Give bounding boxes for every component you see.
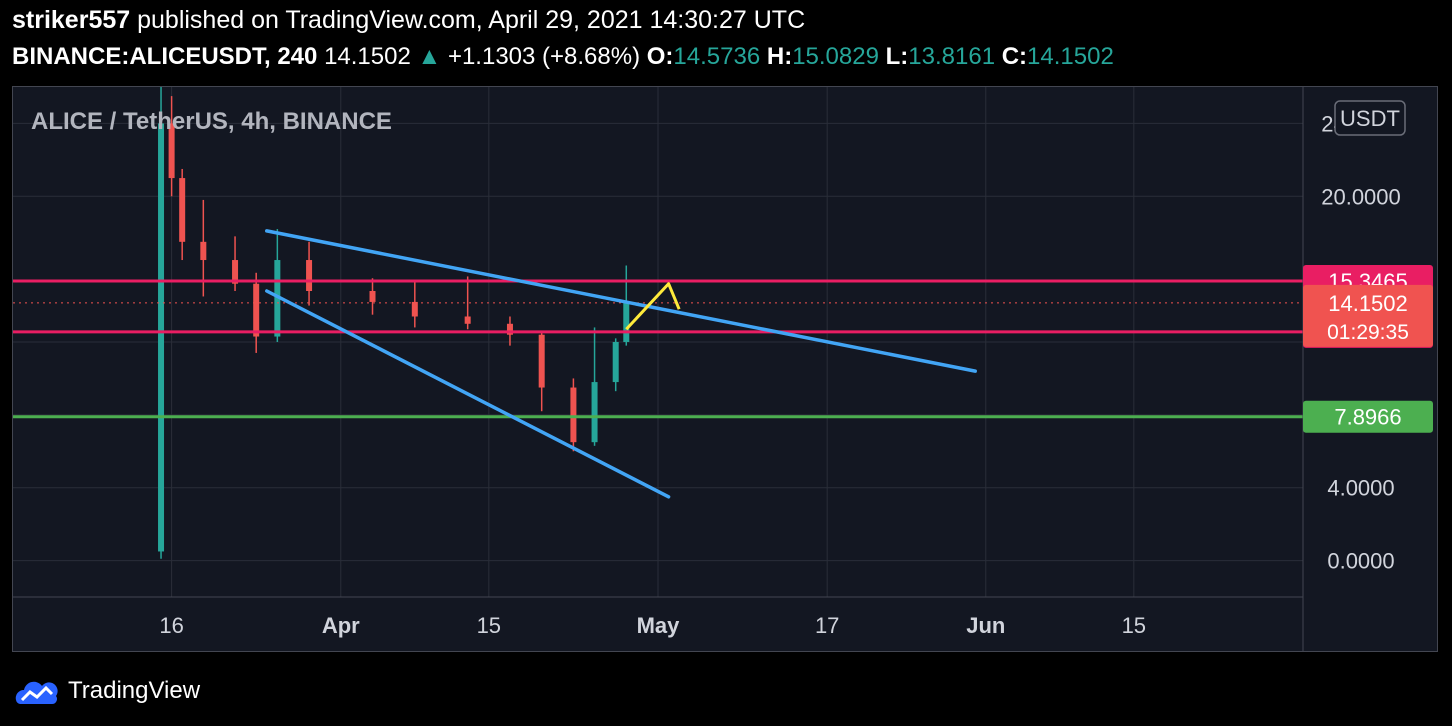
- trendline: [265, 229, 977, 373]
- publish-info: striker557 published on TradingView.com,…: [12, 6, 805, 35]
- price-tick-label: 20.0000: [1321, 184, 1401, 209]
- level-price-label-bg: [1303, 400, 1433, 433]
- candle-body: [411, 301, 418, 317]
- up-triangle-icon: ▲: [417, 43, 442, 70]
- time-tick-label: 15: [1122, 613, 1146, 638]
- author-name[interactable]: striker557: [12, 6, 131, 34]
- currency-label[interactable]: USDT: [1340, 106, 1400, 131]
- time-tick-label: 15: [477, 613, 501, 638]
- chart-title: ALICE / TetherUS, 4h, BINANCE: [31, 108, 392, 135]
- time-tick-label: Apr: [322, 613, 360, 638]
- grid: [13, 87, 1303, 597]
- candle-body: [200, 241, 207, 261]
- time-axis: 16 Apr 15 May 17 Jun 15: [159, 613, 1146, 638]
- brand-name[interactable]: TradingView: [68, 677, 201, 704]
- bar-countdown-label: 01:29:35: [1327, 321, 1409, 344]
- candle-body: [570, 387, 577, 443]
- tradingview-logo-icon: [15, 681, 58, 704]
- published-text: published on TradingView.com, April 29, …: [137, 6, 806, 34]
- price-tick-label: 4.0000: [1327, 476, 1394, 501]
- close-value: 14.1502: [1027, 43, 1114, 70]
- candle-body: [306, 260, 313, 291]
- trendlines: [265, 229, 977, 499]
- high-label: H:: [766, 43, 793, 70]
- time-tick-label: May: [637, 613, 681, 638]
- time-tick-label: 16: [159, 613, 183, 638]
- candle-body: [506, 323, 513, 335]
- candles: [158, 87, 630, 559]
- low-label: L:: [885, 43, 909, 70]
- candle-body: [369, 291, 376, 302]
- time-tick-label: 17: [815, 613, 839, 638]
- open-label: O:: [646, 43, 674, 70]
- candle-body: [168, 123, 175, 179]
- open-value: 14.5736: [673, 43, 761, 70]
- price-change: +1.1303 (+8.68%): [447, 43, 641, 70]
- candle-body: [232, 260, 239, 284]
- candle-body: [464, 316, 471, 324]
- symbol-info: BINANCE:ALICEUSDT, 240 14.1502 ▲ +1.1303…: [12, 43, 1114, 71]
- candle-body: [538, 334, 545, 388]
- high-value: 15.0829: [792, 43, 879, 70]
- levels: [13, 279, 1303, 419]
- last-price: 14.1502: [324, 43, 411, 70]
- last-price-label-bg: [1303, 284, 1433, 347]
- arrow: [625, 282, 681, 331]
- trendline: [265, 289, 671, 499]
- footer: TradingView: [12, 674, 200, 708]
- last-price-label: 14.1502: [1328, 291, 1408, 316]
- candle-body: [623, 302, 630, 342]
- arrow-line: [625, 282, 681, 331]
- candle-body: [612, 342, 619, 383]
- price-tick-label: 0.0000: [1327, 549, 1394, 574]
- low-value: 13.8161: [908, 43, 996, 70]
- candle-body: [591, 382, 598, 443]
- level-price-label: 7.8966: [1334, 405, 1401, 430]
- symbol: BINANCE:ALICEUSDT, 240: [12, 43, 318, 70]
- candle-body: [253, 283, 260, 337]
- time-tick-label: Jun: [966, 613, 1005, 638]
- candle-body: [158, 123, 165, 552]
- candle-body: [179, 178, 186, 242]
- close-label: C:: [1001, 43, 1028, 70]
- currency-button[interactable]: USDT: [1334, 100, 1406, 136]
